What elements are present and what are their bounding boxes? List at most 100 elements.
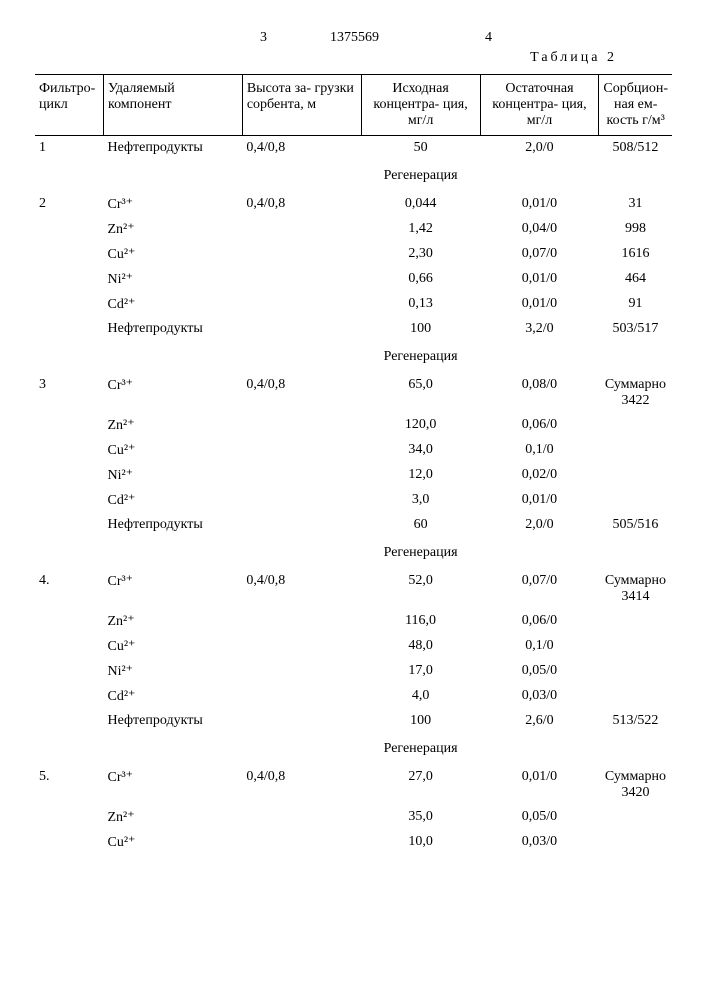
initial-conc-cell: 0,044 — [361, 192, 480, 217]
initial-conc-cell: 50 — [361, 136, 480, 161]
component-cell: Нефтепродукты — [103, 709, 242, 733]
table-row: Ni²⁺17,00,05/0 — [35, 659, 672, 684]
table-row: Zn²⁺ 35,00,05/0 — [35, 805, 672, 830]
residual-conc-cell: 0,01/0 — [480, 488, 599, 513]
residual-conc-cell: 0,1/0 — [480, 438, 599, 463]
table-row: 4.Cr³⁺0,4/0,852,00,07/0Суммарно 3414 — [35, 569, 672, 609]
regeneration-label: Регенерация — [361, 733, 480, 765]
load-cell — [242, 513, 361, 537]
page-left: 3 — [260, 30, 267, 46]
residual-conc-cell: 0,02/0 — [480, 463, 599, 488]
cycle-cell — [35, 292, 103, 317]
initial-conc-cell: 65,0 — [361, 373, 480, 413]
initial-conc-cell: 2,30 — [361, 242, 480, 267]
col-component: Удаляемый компонент — [103, 75, 242, 136]
cycle-cell — [35, 438, 103, 463]
regeneration-row: Регенерация — [35, 160, 672, 192]
capacity-cell — [599, 463, 672, 488]
initial-conc-cell: 0,13 — [361, 292, 480, 317]
page-right: 4 — [485, 30, 492, 46]
cycle-cell — [35, 267, 103, 292]
initial-conc-cell: 116,0 — [361, 609, 480, 634]
capacity-cell — [599, 830, 672, 855]
residual-conc-cell: 2,0/0 — [480, 513, 599, 537]
capacity-cell — [599, 684, 672, 709]
component-cell: Нефтепродукты — [103, 317, 242, 341]
cycle-cell: 1 — [35, 136, 103, 161]
regeneration-row: Регенерация — [35, 733, 672, 765]
col-sorption-capacity: Сорбцион- ная ем- кость г/м³ — [599, 75, 672, 136]
load-cell — [242, 413, 361, 438]
initial-conc-cell: 120,0 — [361, 413, 480, 438]
initial-conc-cell: 60 — [361, 513, 480, 537]
component-cell: Cr³⁺ — [103, 765, 242, 805]
table-row: Cu²⁺2,300,07/01616 — [35, 242, 672, 267]
capacity-cell — [599, 438, 672, 463]
load-cell — [242, 709, 361, 733]
initial-conc-cell: 100 — [361, 709, 480, 733]
component-cell: Zn²⁺ — [103, 217, 242, 242]
residual-conc-cell: 0,1/0 — [480, 634, 599, 659]
residual-conc-cell: 3,2/0 — [480, 317, 599, 341]
capacity-cell: 513/522 — [599, 709, 672, 733]
cycle-cell: 3 — [35, 373, 103, 413]
component-cell: Cu²⁺ — [103, 438, 242, 463]
capacity-cell: 31 — [599, 192, 672, 217]
table-row: Нефтепродукты1003,2/0503/517 — [35, 317, 672, 341]
cycle-cell — [35, 317, 103, 341]
table-row: Zn²⁺120,00,06/0 — [35, 413, 672, 438]
capacity-cell: 505/516 — [599, 513, 672, 537]
component-cell: Zn²⁺ — [103, 805, 242, 830]
table-row: Zn²⁺116,00,06/0 — [35, 609, 672, 634]
load-cell — [242, 217, 361, 242]
cycle-cell — [35, 709, 103, 733]
cycle-cell: 5. — [35, 765, 103, 805]
regeneration-label: Регенерация — [361, 537, 480, 569]
load-cell — [242, 317, 361, 341]
initial-conc-cell: 0,66 — [361, 267, 480, 292]
table-row: Zn²⁺1,420,04/0998 — [35, 217, 672, 242]
component-cell: Cr³⁺ — [103, 569, 242, 609]
component-cell: Cu²⁺ — [103, 634, 242, 659]
component-cell: Нефтепродукты — [103, 513, 242, 537]
table-caption: Таблица 2 — [35, 50, 672, 66]
load-cell — [242, 805, 361, 830]
capacity-cell: 508/512 — [599, 136, 672, 161]
initial-conc-cell: 27,0 — [361, 765, 480, 805]
col-initial-conc: Исходная концентра- ция, мг/л — [361, 75, 480, 136]
load-cell — [242, 463, 361, 488]
residual-conc-cell: 0,05/0 — [480, 659, 599, 684]
capacity-cell — [599, 634, 672, 659]
regeneration-label: Регенерация — [361, 341, 480, 373]
component-cell: Cu²⁺ — [103, 830, 242, 855]
residual-conc-cell: 0,06/0 — [480, 413, 599, 438]
table-row: Ni²⁺12,00,02/0 — [35, 463, 672, 488]
capacity-cell — [599, 805, 672, 830]
initial-conc-cell: 12,0 — [361, 463, 480, 488]
initial-conc-cell: 34,0 — [361, 438, 480, 463]
residual-conc-cell: 0,01/0 — [480, 192, 599, 217]
initial-conc-cell: 35,0 — [361, 805, 480, 830]
residual-conc-cell: 0,05/0 — [480, 805, 599, 830]
load-cell: 0,4/0,8 — [242, 136, 361, 161]
load-cell — [242, 488, 361, 513]
cycle-cell: 4. — [35, 569, 103, 609]
load-cell — [242, 609, 361, 634]
load-cell — [242, 267, 361, 292]
col-filtrocycle: Фильтро- цикл — [35, 75, 103, 136]
table-row: Cd²⁺0,130,01/091 — [35, 292, 672, 317]
initial-conc-cell: 1,42 — [361, 217, 480, 242]
capacity-cell: 464 — [599, 267, 672, 292]
cycle-cell: 2 — [35, 192, 103, 217]
load-cell: 0,4/0,8 — [242, 569, 361, 609]
capacity-cell — [599, 413, 672, 438]
table-row: Cd²⁺3,00,01/0 — [35, 488, 672, 513]
initial-conc-cell: 48,0 — [361, 634, 480, 659]
table-row: 3Cr³⁺0,4/0,865,00,08/0Суммарно 3422 — [35, 373, 672, 413]
cycle-cell — [35, 805, 103, 830]
table-row: 5.Cr³⁺0,4/0,827,00,01/0Суммарно 3420 — [35, 765, 672, 805]
load-cell: 0,4/0,8 — [242, 192, 361, 217]
component-cell: Cr³⁺ — [103, 373, 242, 413]
component-cell: Cd²⁺ — [103, 488, 242, 513]
residual-conc-cell: 0,03/0 — [480, 830, 599, 855]
